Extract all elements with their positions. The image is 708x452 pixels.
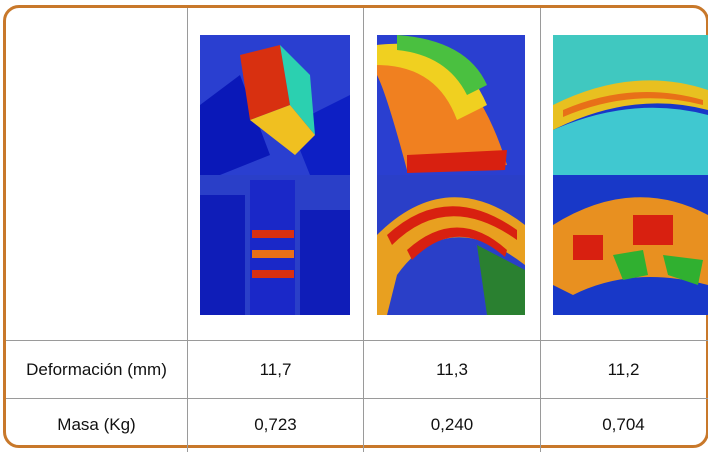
- simulation-image: [377, 35, 525, 175]
- column-divider: [363, 8, 364, 452]
- cell-value: 0,704: [602, 415, 645, 434]
- simulation-image: [200, 175, 350, 315]
- column-divider: [187, 8, 188, 452]
- cell-value: 11,7: [259, 359, 292, 379]
- simulation-image: [377, 175, 525, 315]
- cell-value: 0,240: [430, 415, 474, 434]
- cell-value: 11,3: [436, 359, 468, 379]
- column-divider: [540, 8, 541, 452]
- row-label: Deformación (mm): [26, 359, 167, 379]
- cell-value: 11,2: [607, 359, 640, 379]
- cell-value: 0,723: [254, 415, 297, 434]
- row-divider: [6, 398, 708, 399]
- simulation-image: [553, 35, 708, 175]
- row-label: Masa (Kg): [57, 415, 136, 434]
- row-divider: [6, 340, 708, 341]
- simulation-image: [200, 35, 350, 175]
- simulation-image: [553, 175, 708, 315]
